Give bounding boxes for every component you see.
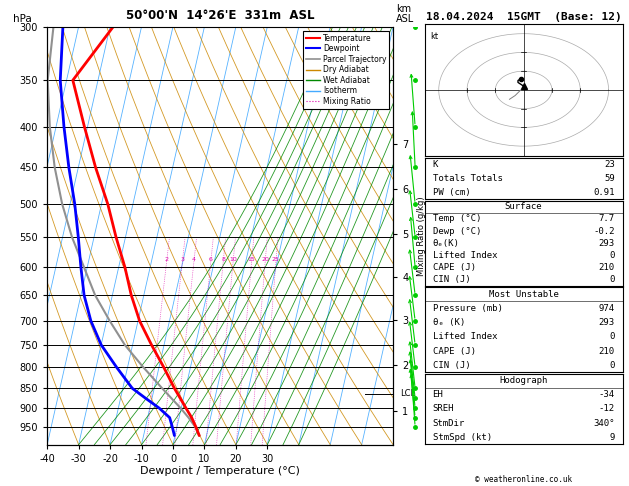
Text: -34: -34 bbox=[599, 390, 615, 399]
Text: 6: 6 bbox=[209, 257, 213, 262]
Text: 50°00'N  14°26'E  331m  ASL: 50°00'N 14°26'E 331m ASL bbox=[126, 9, 314, 22]
Text: 7.7: 7.7 bbox=[599, 214, 615, 224]
Text: θₑ (K): θₑ (K) bbox=[433, 318, 465, 327]
Text: 0.91: 0.91 bbox=[593, 188, 615, 197]
Text: CIN (J): CIN (J) bbox=[433, 275, 470, 284]
Text: 23: 23 bbox=[604, 160, 615, 169]
Text: CIN (J): CIN (J) bbox=[433, 361, 470, 370]
Text: 15: 15 bbox=[248, 257, 255, 262]
Text: 9: 9 bbox=[610, 433, 615, 442]
Text: K: K bbox=[433, 160, 438, 169]
Text: 20: 20 bbox=[261, 257, 269, 262]
Text: -0.2: -0.2 bbox=[593, 226, 615, 236]
Text: 3: 3 bbox=[181, 257, 184, 262]
Text: CAPE (J): CAPE (J) bbox=[433, 263, 476, 272]
Text: LCL: LCL bbox=[400, 389, 415, 399]
Text: SREH: SREH bbox=[433, 404, 454, 414]
Text: Totals Totals: Totals Totals bbox=[433, 174, 503, 183]
Text: 0: 0 bbox=[610, 332, 615, 341]
Text: Most Unstable: Most Unstable bbox=[489, 290, 559, 299]
Text: 340°: 340° bbox=[593, 418, 615, 428]
Text: Lifted Index: Lifted Index bbox=[433, 332, 497, 341]
X-axis label: Dewpoint / Temperature (°C): Dewpoint / Temperature (°C) bbox=[140, 467, 300, 476]
Text: 974: 974 bbox=[599, 304, 615, 313]
Text: 25: 25 bbox=[272, 257, 280, 262]
Text: Lifted Index: Lifted Index bbox=[433, 251, 497, 260]
Text: Surface: Surface bbox=[505, 202, 542, 211]
Text: PW (cm): PW (cm) bbox=[433, 188, 470, 197]
Text: Temp (°C): Temp (°C) bbox=[433, 214, 481, 224]
Text: hPa: hPa bbox=[13, 14, 31, 24]
Text: 0: 0 bbox=[610, 361, 615, 370]
Text: Hodograph: Hodograph bbox=[499, 376, 548, 385]
Text: Dewp (°C): Dewp (°C) bbox=[433, 226, 481, 236]
Text: -12: -12 bbox=[599, 404, 615, 414]
Text: 0: 0 bbox=[610, 251, 615, 260]
Text: StmDir: StmDir bbox=[433, 418, 465, 428]
Text: 293: 293 bbox=[599, 318, 615, 327]
Text: kt: kt bbox=[430, 32, 438, 41]
Text: 210: 210 bbox=[599, 263, 615, 272]
Text: 8: 8 bbox=[221, 257, 225, 262]
Text: Pressure (mb): Pressure (mb) bbox=[433, 304, 503, 313]
Text: 4: 4 bbox=[192, 257, 196, 262]
Text: 210: 210 bbox=[599, 347, 615, 356]
Text: Mixing Ratio (g/kg): Mixing Ratio (g/kg) bbox=[417, 196, 426, 276]
Legend: Temperature, Dewpoint, Parcel Trajectory, Dry Adiabat, Wet Adiabat, Isotherm, Mi: Temperature, Dewpoint, Parcel Trajectory… bbox=[303, 31, 389, 109]
Text: © weatheronline.co.uk: © weatheronline.co.uk bbox=[475, 474, 572, 484]
Text: EH: EH bbox=[433, 390, 443, 399]
Text: StmSpd (kt): StmSpd (kt) bbox=[433, 433, 492, 442]
Text: km
ASL: km ASL bbox=[396, 4, 415, 24]
Text: 18.04.2024  15GMT  (Base: 12): 18.04.2024 15GMT (Base: 12) bbox=[426, 12, 621, 22]
Text: 10: 10 bbox=[229, 257, 237, 262]
Text: 293: 293 bbox=[599, 239, 615, 248]
Text: 0: 0 bbox=[610, 275, 615, 284]
Text: θₑ(K): θₑ(K) bbox=[433, 239, 459, 248]
Text: 59: 59 bbox=[604, 174, 615, 183]
Text: CAPE (J): CAPE (J) bbox=[433, 347, 476, 356]
Text: 2: 2 bbox=[165, 257, 169, 262]
